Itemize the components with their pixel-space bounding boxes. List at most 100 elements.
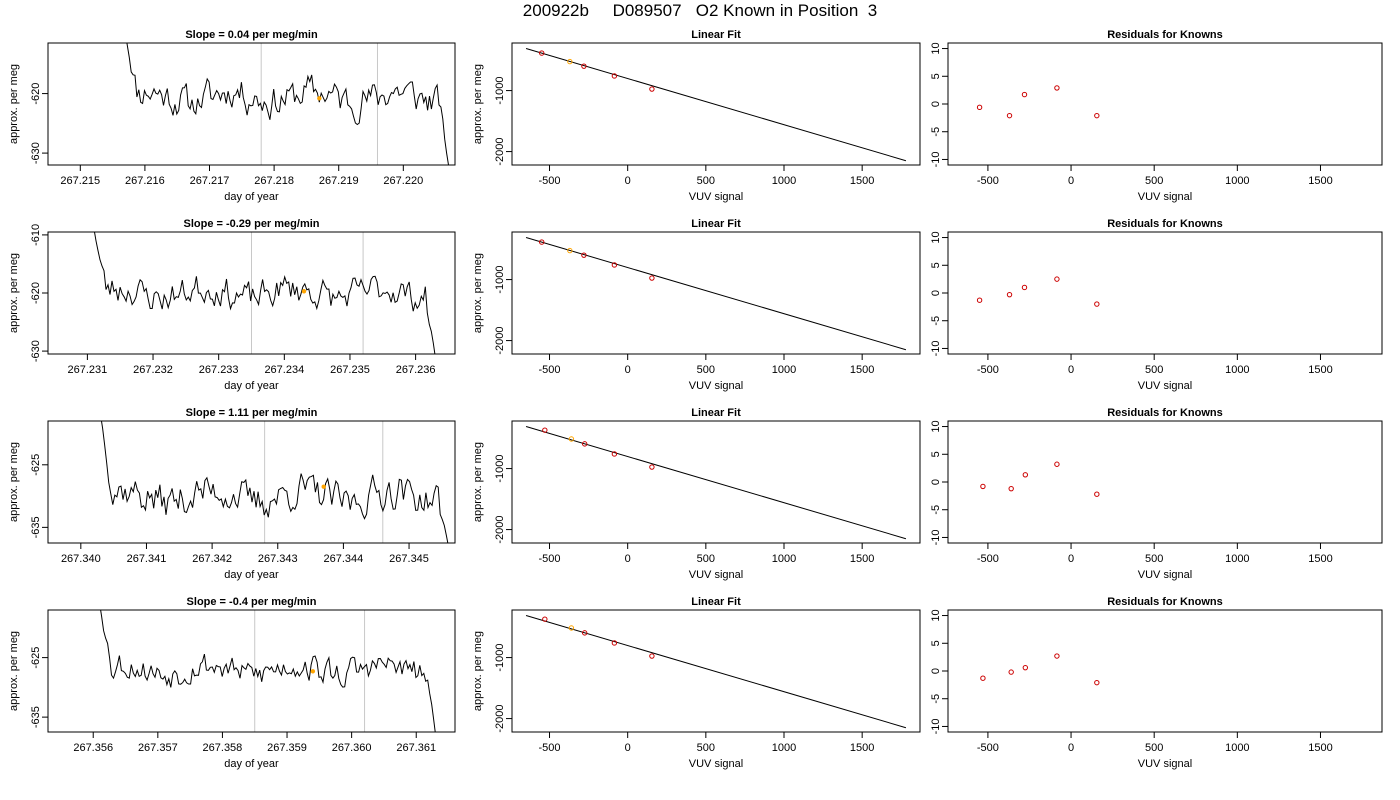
x-axis-label: VUV signal — [689, 191, 743, 203]
y-tick-label: -5 — [930, 127, 942, 137]
x-tick-label: 267.219 — [319, 175, 359, 187]
x-tick-label: 267.232 — [133, 364, 173, 376]
x-tick-label: 267.356 — [73, 742, 113, 754]
chart-title: Slope = -0.29 per meg/min — [183, 218, 319, 230]
x-tick-label: 267.340 — [61, 553, 101, 565]
x-axis-label: VUV signal — [689, 758, 743, 770]
x-tick-label: 500 — [697, 175, 715, 187]
fit-line — [525, 615, 907, 729]
x-tick-label: 1500 — [850, 553, 874, 565]
chart-panel-10: Slope = -0.4 per meg/min 267.356 267.357 26… — [8, 596, 456, 770]
data-point — [539, 50, 545, 56]
y-tick-label: -620 — [30, 282, 42, 304]
chart-panel-1: Slope = 0.04 per meg/min 267.215 267.216 26… — [8, 29, 456, 203]
plot-area — [93, 232, 436, 354]
x-tick-label: -500 — [539, 364, 561, 376]
x-tick-label: 1500 — [850, 742, 874, 754]
data-point — [611, 640, 618, 646]
x-tick-label: 267.233 — [199, 364, 239, 376]
x-tick-label: 1000 — [1225, 553, 1249, 565]
y-tick-label: -1000 — [494, 455, 506, 483]
signal-line — [100, 610, 436, 732]
x-tick-label: 267.218 — [254, 175, 294, 187]
y-axis-label: approx. per meg — [8, 253, 20, 333]
chart-panel-9: Residuals for Knowns -500 0 500 1000 1500 10 5 0… — [930, 407, 1383, 581]
chart-title: Linear Fit — [691, 29, 741, 41]
x-axis-label: VUV signal — [1138, 380, 1192, 392]
chart-title: Linear Fit — [691, 407, 741, 419]
highlight-point — [568, 436, 575, 442]
y-tick-label: -1000 — [494, 77, 506, 105]
y-tick-label: 0 — [930, 290, 942, 296]
plot-area — [980, 653, 1100, 686]
x-tick-label: 267.358 — [203, 742, 243, 754]
y-tick-label: -5 — [930, 505, 942, 515]
chart-panel-12: Residuals for Knowns -500 0 500 1000 1500 10 5 0… — [930, 596, 1383, 770]
y-tick-label: 5 — [930, 73, 942, 79]
x-tick-label: 0 — [1068, 553, 1074, 565]
data-point — [581, 630, 588, 636]
plot-area — [100, 610, 436, 732]
data-point — [1021, 284, 1028, 291]
y-tick-label: -630 — [30, 142, 42, 164]
y-tick-label: -625 — [30, 454, 42, 476]
chart-panel-5: Linear Fit -500 0 500 1000 1500 -1000 -2000 VUV … — [472, 218, 921, 392]
x-tick-label: 1500 — [1308, 742, 1332, 754]
x-tick-label: 1500 — [850, 175, 874, 187]
chart-panel-11: Linear Fit -500 0 500 1000 1500 -1000 -2000 VUV … — [472, 596, 921, 770]
x-tick-label: -500 — [977, 742, 999, 754]
plot-frame — [47, 420, 456, 544]
x-tick-label: 500 — [697, 553, 715, 565]
plot-frame — [947, 609, 1383, 733]
x-tick-label: 267.235 — [330, 364, 370, 376]
y-tick-label: -610 — [30, 224, 42, 246]
y-axis-label: approx. per meg — [472, 631, 484, 711]
y-axis-label: approx. per meg — [472, 64, 484, 144]
chart-panel-8: Linear Fit -500 0 500 1000 1500 -1000 -2000 VUV … — [472, 407, 921, 581]
data-point — [542, 427, 548, 433]
y-tick-label: -2000 — [494, 138, 506, 166]
chart-title: Residuals for Knowns — [1107, 218, 1223, 230]
plot-area — [980, 461, 1100, 497]
chart-panel-7: Slope = 1.11 per meg/min 267.340 267.341 26… — [8, 407, 456, 581]
x-tick-label: 1000 — [772, 553, 796, 565]
y-tick-label: 0 — [930, 101, 942, 107]
x-tick-label: 267.359 — [267, 742, 307, 754]
y-tick-label: 10 — [930, 609, 942, 621]
chart-title: Slope = 0.04 per meg/min — [185, 29, 318, 41]
y-tick-label: -2000 — [494, 705, 506, 733]
y-tick-label: -620 — [30, 83, 42, 105]
x-tick-label: 0 — [625, 175, 631, 187]
y-tick-label: -1000 — [494, 266, 506, 294]
x-tick-label: 0 — [625, 364, 631, 376]
data-point — [1006, 112, 1013, 119]
data-point — [611, 262, 618, 268]
y-tick-label: -635 — [30, 706, 42, 728]
data-point — [1054, 276, 1060, 282]
x-axis-label: VUV signal — [1138, 569, 1192, 581]
plot-area — [525, 426, 907, 540]
highlight-point — [567, 247, 573, 254]
plot-area — [525, 237, 907, 351]
y-tick-label: -1000 — [494, 644, 506, 672]
x-tick-label: 0 — [1068, 742, 1074, 754]
y-axis-label: approx. per meg — [472, 442, 484, 522]
data-point — [649, 86, 655, 92]
y-tick-label: 10 — [930, 231, 942, 243]
data-point — [1022, 664, 1029, 671]
x-tick-label: 267.215 — [60, 175, 100, 187]
y-tick-label: 5 — [930, 262, 942, 268]
plot-area — [525, 615, 907, 729]
x-axis-label: day of year — [224, 380, 279, 392]
x-tick-label: 267.343 — [258, 553, 298, 565]
x-tick-label: -500 — [539, 742, 561, 754]
x-tick-label: 1000 — [772, 364, 796, 376]
x-tick-label: -500 — [539, 553, 561, 565]
chart-title: Linear Fit — [691, 218, 741, 230]
y-tick-label: -5 — [930, 694, 942, 704]
data-point — [581, 441, 588, 447]
x-tick-label: 267.360 — [332, 742, 372, 754]
data-point — [1054, 85, 1060, 91]
signal-line — [126, 43, 449, 165]
